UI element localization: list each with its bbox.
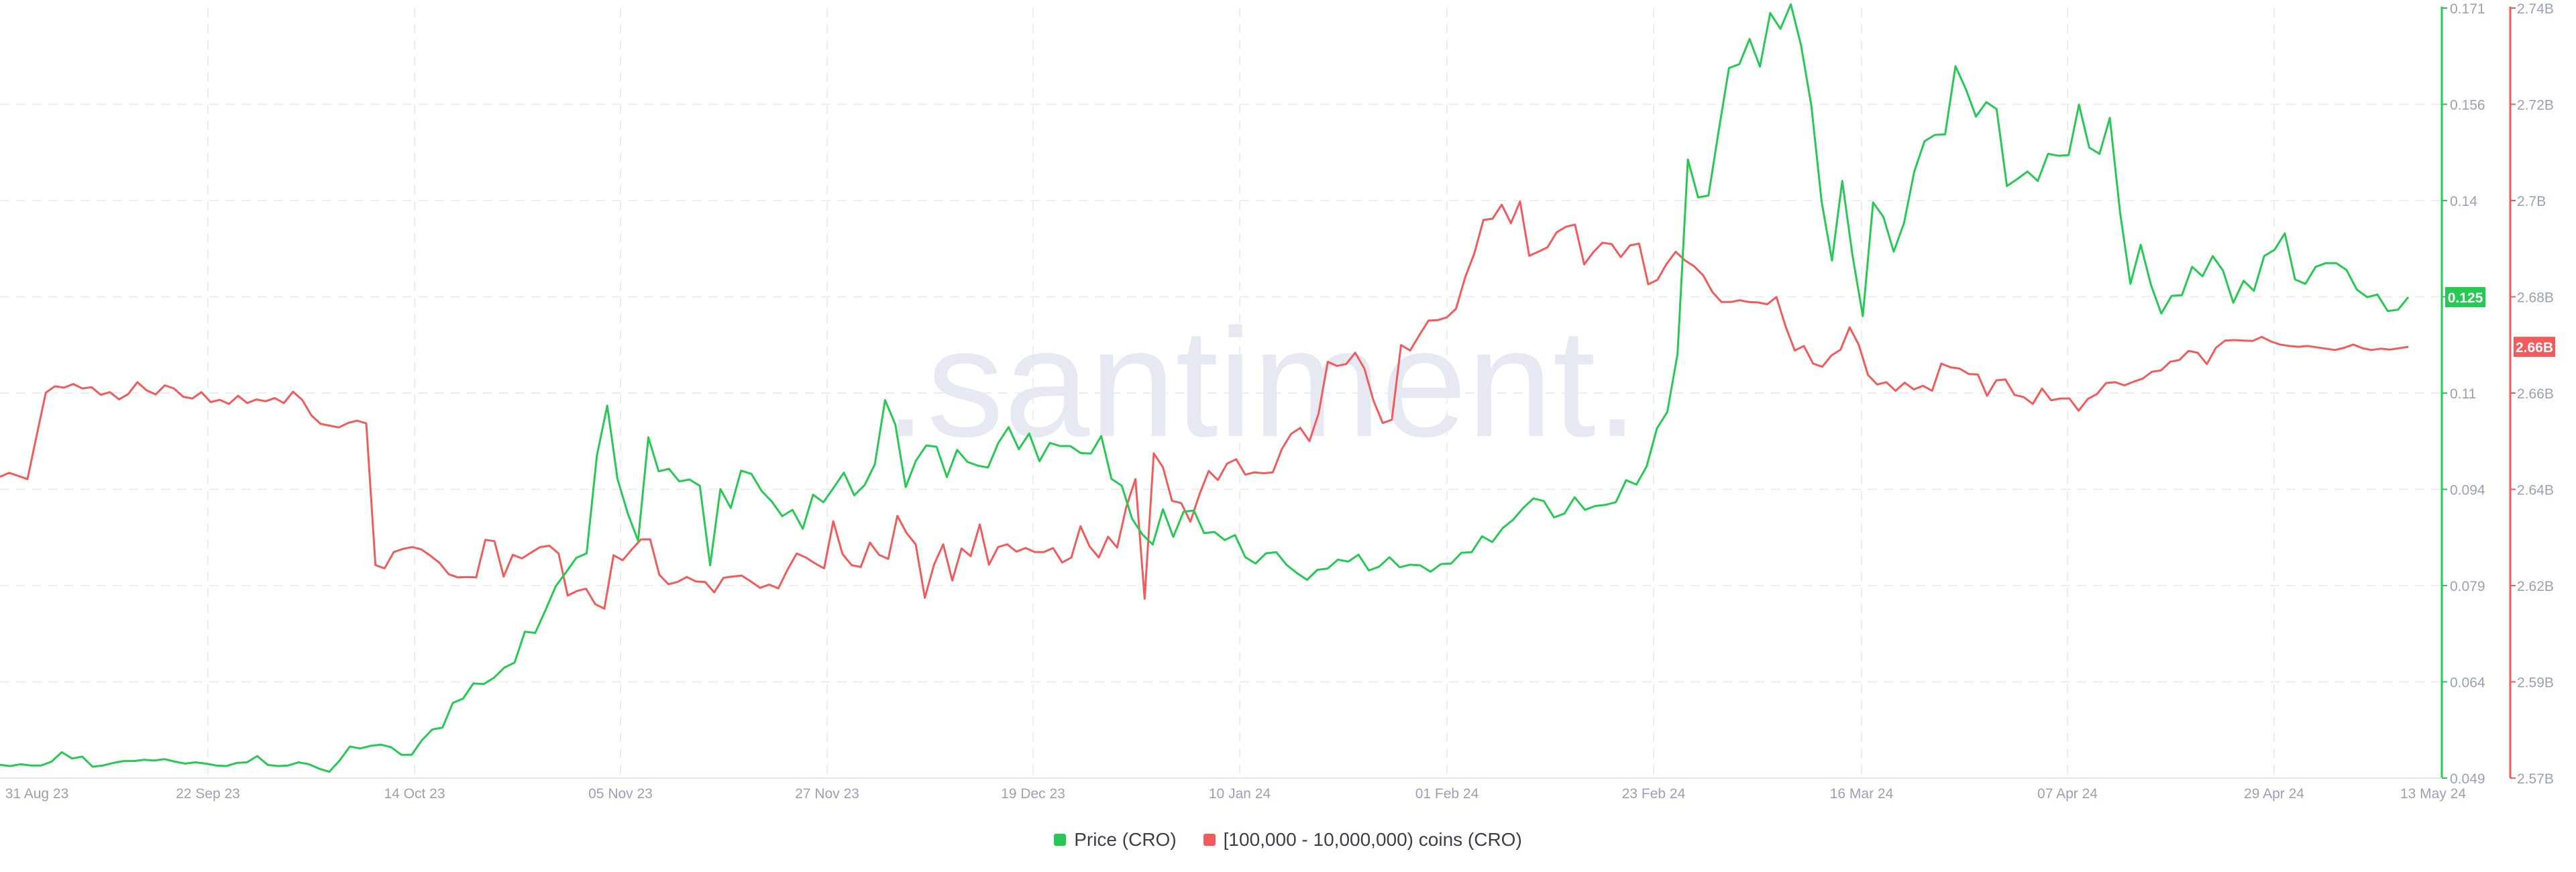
legend-swatch-coins [1203,834,1216,846]
x-tick-label: 22 Sep 23 [176,786,240,802]
x-tick-label: 19 Dec 23 [1001,786,1065,802]
left-tick-label: 0.171 [2450,1,2485,17]
coins-current-badge: 2.66B [2516,340,2553,356]
legend-item-price[interactable]: Price (CRO) [1054,829,1177,851]
legend-label-coins: [100,000 - 10,000,000) coins (CRO) [1223,829,1522,850]
x-tick-label: 31 Aug 23 [5,786,69,802]
x-tick-label: 23 Feb 24 [1622,786,1686,802]
x-tick-label: 29 Apr 24 [2244,786,2304,802]
right-tick-label: 2.68B [2517,290,2554,306]
right-tick-label: 2.74B [2517,1,2554,17]
x-tick-label: 07 Apr 24 [2037,786,2098,802]
x-tick-label: 10 Jan 24 [1209,786,1271,802]
legend-item-coins[interactable]: [100,000 - 10,000,000) coins (CRO) [1203,829,1522,851]
right-tick-label: 2.7B [2517,194,2546,209]
legend-label-price: Price (CRO) [1074,829,1177,850]
price-series-line [0,3,2410,773]
x-tick-label: 01 Feb 24 [1415,786,1479,802]
left-tick-label: 0.094 [2450,483,2485,498]
right-tick-label: 2.62B [2517,579,2554,594]
current-value-badges: 0.125 2.66B [2445,286,2555,358]
grid [0,8,2442,778]
left-tick-label: 0.079 [2450,579,2485,594]
coins-current-badge-bg [2514,337,2555,358]
coins-series-line [0,200,2409,610]
price-current-badge: 0.125 [2448,290,2483,306]
x-tick-label: 27 Nov 23 [795,786,859,802]
legend: Price (CRO) [100,000 - 10,000,000) coins… [0,826,2576,853]
x-tick-label: 14 Oct 23 [384,786,445,802]
legend-swatch-price [1054,834,1067,846]
x-tick-label: 05 Nov 23 [588,786,653,802]
right-tick-label: 2.72B [2517,98,2554,113]
price-current-badge-bg [2445,286,2485,307]
right-tick-label: 2.57B [2517,771,2554,787]
axis-labels: 0.1712.74B0.1562.72B0.142.7B0.1252.68B0.… [5,1,2554,802]
left-tick-label: 0.11 [2450,386,2476,402]
right-tick-label: 2.64B [2517,483,2554,498]
watermark: .santiment. [884,296,1639,469]
left-tick-label: 0.049 [2450,771,2485,787]
left-tick-label: 0.14 [2450,194,2477,209]
series-layer [0,3,2410,773]
x-tick-label: 13 May 24 [2400,786,2466,802]
left-tick-label: 0.064 [2450,675,2485,691]
right-tick-label: 2.66B [2517,386,2554,402]
x-tick-label: 16 Mar 24 [1830,786,1894,802]
right-tick-label: 2.59B [2517,675,2554,691]
left-tick-label: 0.156 [2450,98,2485,113]
